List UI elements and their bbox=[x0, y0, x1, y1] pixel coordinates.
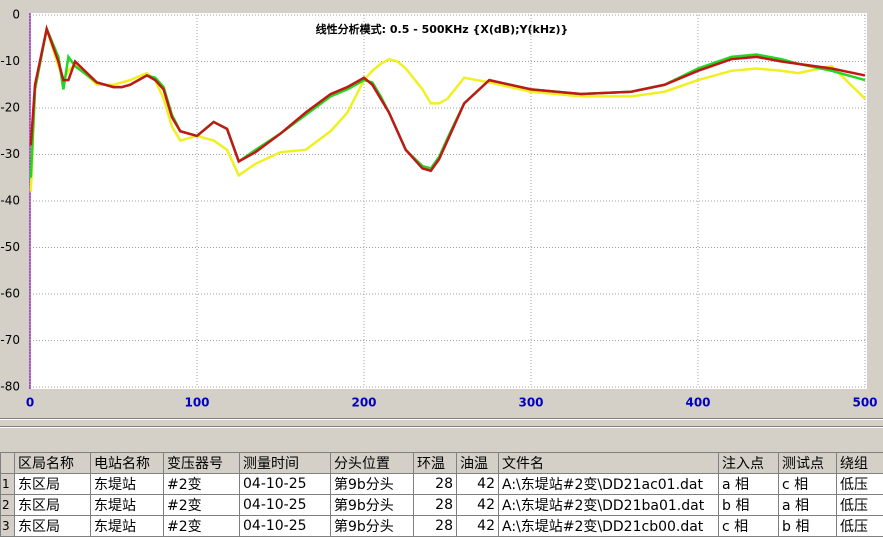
table-cell: 04-10-25 bbox=[240, 474, 331, 495]
table-cell: 28 bbox=[414, 495, 457, 516]
row-index: 3 bbox=[1, 516, 15, 537]
column-header: 电站名称 bbox=[91, 453, 164, 474]
y-tick-label: -80 bbox=[0, 380, 20, 394]
table-cell: 东区局 bbox=[15, 516, 91, 537]
table-cell: 04-10-25 bbox=[240, 495, 331, 516]
table-cell: 东区局 bbox=[15, 474, 91, 495]
y-tick-label: -30 bbox=[0, 147, 20, 161]
separator bbox=[0, 426, 883, 428]
y-tick-label: -40 bbox=[0, 194, 20, 208]
row-index: 1 bbox=[1, 474, 15, 495]
row-index: 2 bbox=[1, 495, 15, 516]
chart-title: 线性分析模式: 0.5 - 500KHz {X(dB);Y(kHz)} bbox=[316, 22, 569, 36]
y-tick-label: -60 bbox=[0, 287, 20, 301]
table-cell: b 相 bbox=[779, 516, 837, 537]
table-cell: 低压 bbox=[837, 516, 883, 537]
separator bbox=[0, 418, 883, 420]
column-header: 测量时间 bbox=[240, 453, 331, 474]
column-header: 测试点 bbox=[779, 453, 837, 474]
y-tick-label: -20 bbox=[0, 101, 20, 115]
table-cell: 42 bbox=[457, 495, 499, 516]
corner bbox=[1, 453, 15, 474]
table-cell: #2变 bbox=[164, 495, 240, 516]
table-cell: 第9b分头 bbox=[331, 495, 414, 516]
table-cell: A:\东堤站#2变\DD21ba01.dat bbox=[499, 495, 719, 516]
chart: 线性分析模式: 0.5 - 500KHz {X(dB);Y(kHz)} 0 -10… bbox=[0, 0, 883, 410]
column-header: 注入点 bbox=[719, 453, 779, 474]
column-header: 绕组 bbox=[837, 453, 883, 474]
table-cell: #2变 bbox=[164, 516, 240, 537]
y-tick-label: 0 bbox=[12, 8, 20, 22]
y-tick-label: -10 bbox=[0, 54, 20, 68]
table-cell: a 相 bbox=[779, 495, 837, 516]
table-cell: 04-10-25 bbox=[240, 516, 331, 537]
table-cell: #2变 bbox=[164, 474, 240, 495]
x-tick-label: 400 bbox=[685, 396, 710, 410]
table-cell: 42 bbox=[457, 474, 499, 495]
table-cell: 东区局 bbox=[15, 495, 91, 516]
y-tick-label: -70 bbox=[0, 333, 20, 347]
column-header: 环温 bbox=[414, 453, 457, 474]
header-row: 区局名称电站名称变压器号测量时间分头位置环温油温文件名注入点测试点绕组 bbox=[1, 453, 883, 474]
table-cell: A:\东堤站#2变\DD21cb00.dat bbox=[499, 516, 719, 537]
column-header: 油温 bbox=[457, 453, 499, 474]
table-cell: 东堤站 bbox=[91, 474, 164, 495]
column-header: 分头位置 bbox=[331, 453, 414, 474]
y-tick-label: -50 bbox=[0, 240, 20, 254]
x-tick-label: 100 bbox=[184, 396, 209, 410]
table-cell: 低压 bbox=[837, 495, 883, 516]
table-cell: c 相 bbox=[719, 516, 779, 537]
table-cell: 低压 bbox=[837, 474, 883, 495]
table-cell: 28 bbox=[414, 516, 457, 537]
column-header: 变压器号 bbox=[164, 453, 240, 474]
table-cell: c 相 bbox=[779, 474, 837, 495]
table-cell: 42 bbox=[457, 516, 499, 537]
table-cell: 东堤站 bbox=[91, 516, 164, 537]
table-cell: 第9b分头 bbox=[331, 474, 414, 495]
x-tick-label: 300 bbox=[518, 396, 543, 410]
table-cell: b 相 bbox=[719, 495, 779, 516]
table-cell: 28 bbox=[414, 474, 457, 495]
column-header: 区局名称 bbox=[15, 453, 91, 474]
table-cell: a 相 bbox=[719, 474, 779, 495]
table-cell: 第9b分头 bbox=[331, 516, 414, 537]
x-tick-label: 0 bbox=[26, 396, 34, 410]
x-tick-label: 200 bbox=[351, 396, 376, 410]
column-header: 文件名 bbox=[499, 453, 719, 474]
table-cell: A:\东堤站#2变\DD21ac01.dat bbox=[499, 474, 719, 495]
table-cell: 东堤站 bbox=[91, 495, 164, 516]
x-tick-label: 500 bbox=[852, 396, 877, 410]
